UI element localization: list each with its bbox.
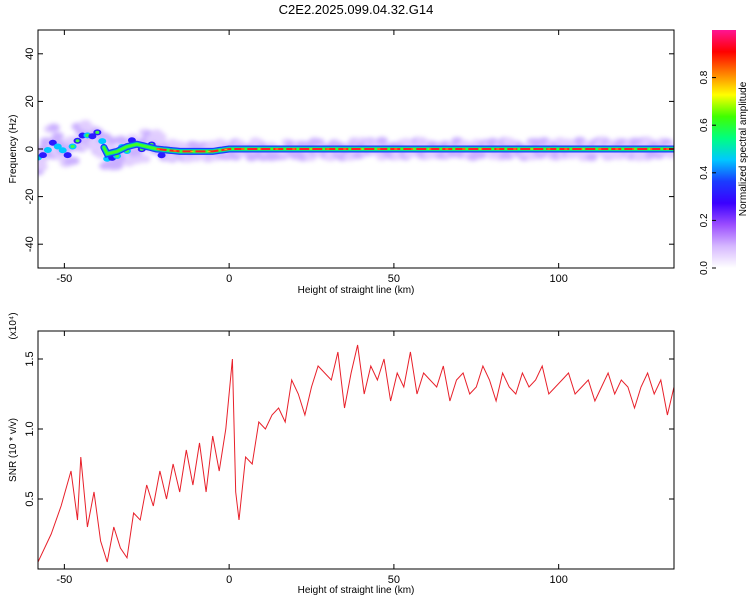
heat-core-cell [43, 146, 52, 153]
x-tick-label: -50 [56, 574, 72, 586]
heat-core-cell [98, 138, 107, 145]
spectrogram-panel: -50 0 50 100 40 20 0 -20 -40 Height of straight… [8, 29, 675, 296]
heat-core-cell [63, 152, 72, 159]
colorbar-label: Normalized spectral amplitude [738, 81, 749, 216]
snr-scale-factor: (x10⁴) [8, 312, 19, 339]
heat-halo-cell [154, 132, 167, 141]
heat-halo-cell [138, 154, 151, 163]
y-tick-label: 1.0 [24, 421, 36, 436]
spectrogram-y-ticks: 40 20 0 -20 -40 [24, 48, 674, 252]
heat-halo-cell [474, 150, 487, 159]
heat-peak-cell [95, 130, 100, 134]
heat-core-cell [48, 139, 57, 146]
heat-core-cell [88, 133, 97, 140]
colorbar: 0.0 0.2 0.4 0.6 0.8 Normalized spectral ampl… [699, 30, 749, 275]
spectrogram-x-axis-label: Height of straight line (km) [298, 285, 415, 296]
colorbar-tick-label: 0.8 [699, 70, 710, 84]
chart-title: C2E2.2025.099.04.32.G14 [278, 2, 434, 17]
snr-x-axis-label: Height of straight line (km) [298, 585, 415, 596]
heat-halo-cell [67, 156, 80, 165]
heat-core-cell [58, 147, 67, 154]
heat-halo-cell [47, 123, 60, 132]
heat-halo-cell [376, 136, 389, 145]
snr-plot-area [38, 331, 674, 569]
heat-halo-cell [174, 140, 187, 149]
y-tick-label: 20 [24, 95, 36, 107]
x-tick-label: 0 [226, 273, 232, 285]
snr-y-ticks: 0.5 1.0 1.5 [24, 351, 674, 507]
y-tick-label: 1.5 [24, 351, 36, 366]
x-tick-label: -50 [56, 273, 72, 285]
heat-core-cell [38, 152, 47, 159]
heat-core-cell [157, 152, 166, 159]
heat-peak-cell [70, 144, 75, 149]
heat-peak-cell [75, 139, 80, 143]
snr-frame [37, 330, 675, 570]
colorbar-tick-label: 0.6 [699, 118, 710, 132]
y-tick-label: 0.5 [24, 491, 36, 506]
colorbar-ticks: 0.0 0.2 0.4 0.6 0.8 [699, 70, 716, 275]
snr-x-ticks: -50 0 50 100 [56, 331, 568, 586]
x-tick-label: 0 [226, 574, 232, 586]
x-tick-label: 100 [549, 273, 567, 285]
spectrogram-y-axis-label: Frequency (Hz) [8, 115, 19, 184]
snr-series-line [38, 344, 674, 563]
heat-halo-cell [585, 153, 598, 162]
heat-halo-cell [51, 132, 64, 141]
y-tick-label: 0 [24, 146, 36, 152]
snr-panel: -50 0 50 100 0.5 1.0 1.5 Height of straight l… [8, 312, 675, 596]
ridge-core-yellow [156, 148, 674, 152]
heat-halo-cell [38, 162, 48, 171]
y-tick-label: -40 [24, 236, 36, 252]
y-tick-label: -20 [24, 189, 36, 205]
spectrogram-x-ticks: -50 0 50 100 [56, 30, 568, 285]
spectrogram-heatmap [38, 119, 674, 176]
colorbar-tick-label: 0.4 [699, 165, 710, 179]
x-tick-label: 50 [388, 273, 400, 285]
y-tick-label: 40 [24, 48, 36, 60]
x-tick-label: 100 [549, 574, 567, 586]
heat-halo-cell [664, 150, 674, 159]
colorbar-tick-label: 0.0 [699, 261, 710, 275]
snr-y-axis-label: SNR (10 * v/v) [8, 418, 19, 482]
heat-core-cell [53, 143, 62, 150]
colorbar-tick-label: 0.2 [699, 213, 710, 227]
colorbar-gradient [712, 30, 736, 268]
x-tick-label: 50 [388, 574, 400, 586]
